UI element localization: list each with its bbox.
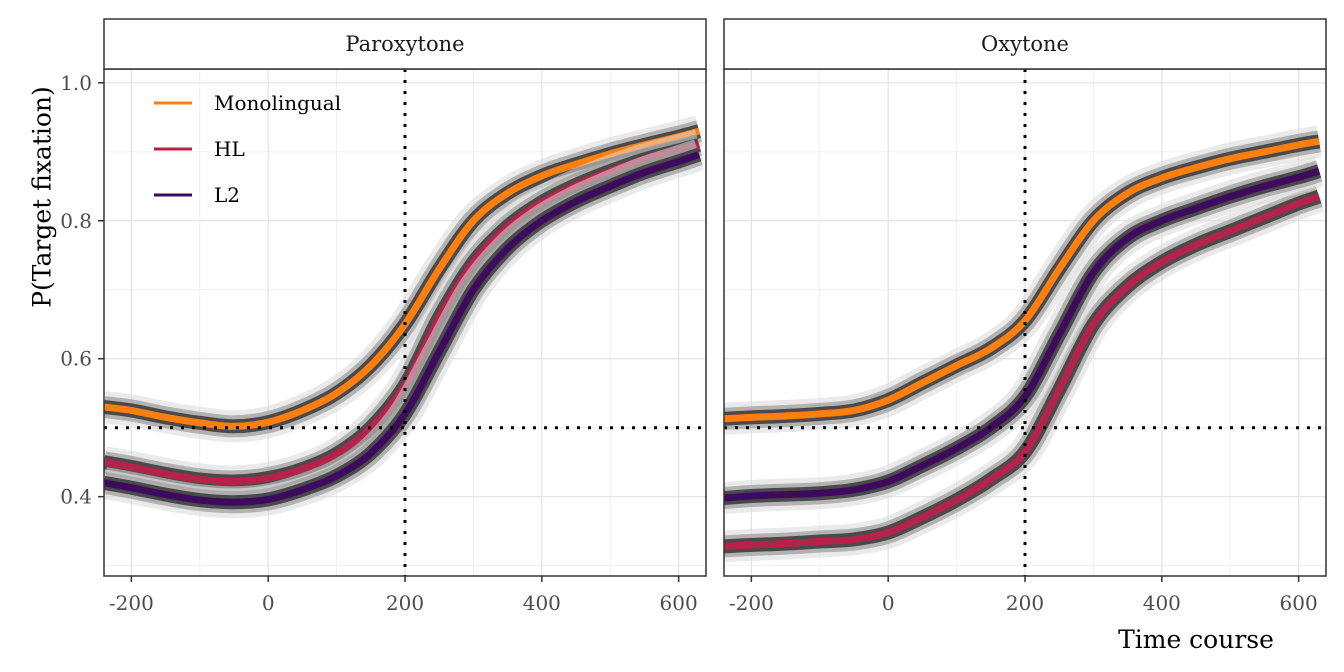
series-group — [104, 115, 705, 519]
panel-oxytone: Oxytone -200 0 200 400 600 — [723, 18, 1327, 615]
legend-label-hl: HL — [214, 137, 245, 161]
legend-label-monolingual: Monolingual — [214, 91, 341, 115]
x-tick-label: 200 — [1006, 591, 1044, 615]
y-tick-label: 0.4 — [60, 485, 92, 509]
strip-background — [723, 18, 1327, 70]
x-tick-label: 0 — [882, 591, 895, 615]
y-axis-title: P(Target fixation) — [28, 86, 57, 308]
x-tick-label: 600 — [1280, 591, 1318, 615]
x-tick-label: -200 — [729, 591, 774, 615]
series-line-monolingual — [724, 137, 1320, 423]
y-tick-label: 0.6 — [60, 347, 92, 371]
y-tick-label: 1.0 — [60, 71, 92, 95]
series-line-l2 — [724, 167, 1321, 502]
legend: Monolingual HL L2 — [154, 91, 341, 207]
series-group — [724, 125, 1325, 563]
panel-paroxytone: Paroxytone -200 0 200 400 600 0.4 0.6 0.8 1.0 — [60, 18, 707, 615]
x-axis-title: Time course — [1118, 625, 1274, 654]
strip-label: Paroxytone — [345, 32, 464, 56]
y-tick-label: 0.8 — [60, 209, 92, 233]
x-tick-label: 200 — [386, 591, 424, 615]
x-tick-label: -200 — [109, 591, 154, 615]
reference-lines — [724, 69, 1326, 576]
strip-label: Oxytone — [981, 32, 1069, 56]
series-line-hl — [724, 193, 1321, 550]
x-tick-label: 0 — [262, 591, 275, 615]
x-tick-label: 400 — [523, 591, 561, 615]
legend-label-l2: L2 — [214, 183, 240, 207]
strip-background — [103, 18, 707, 70]
reference-lines — [104, 69, 706, 576]
x-tick-label: 400 — [1143, 591, 1181, 615]
series-line-l2 — [104, 151, 701, 506]
x-tick-label: 600 — [660, 591, 698, 615]
